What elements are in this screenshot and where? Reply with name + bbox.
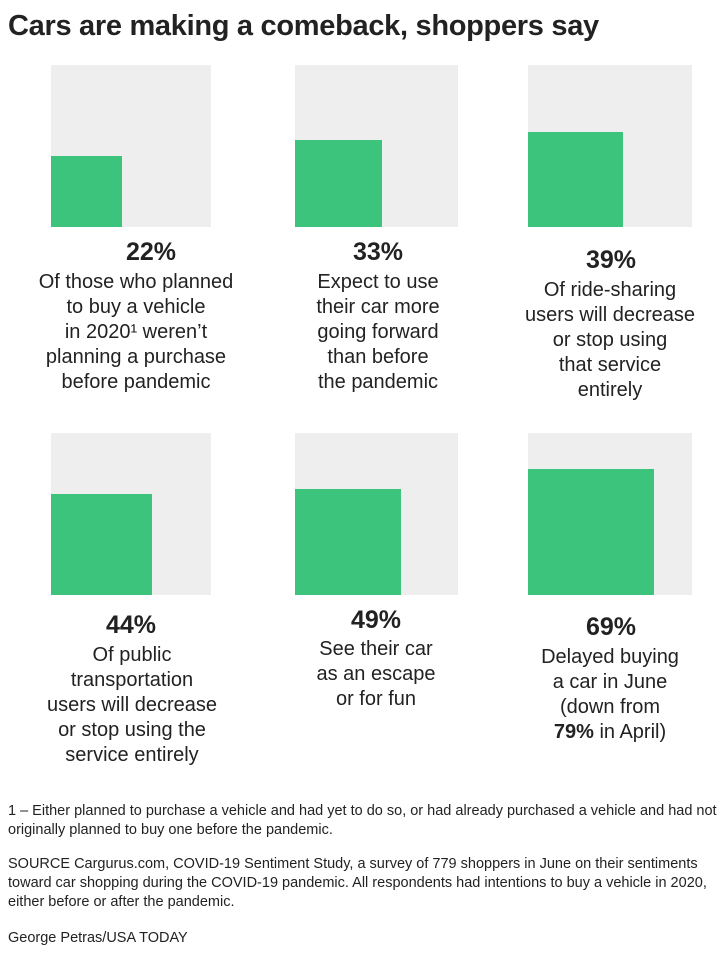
- description: See their car as an escape or for fun: [316, 638, 436, 710]
- value-square: [295, 140, 382, 227]
- chart-title: Cars are making a comeback, shoppers say: [8, 10, 599, 42]
- percent-label: 22%: [125, 238, 177, 266]
- footnote: 1 – Either planned to purchase a vehicle…: [8, 803, 717, 838]
- value-square: [528, 132, 623, 227]
- emphasis-value: 79%: [553, 721, 594, 743]
- percent-label: 49%: [350, 606, 402, 634]
- value-square: [51, 156, 122, 227]
- description: Of those who planned to buy a vehicle in…: [38, 271, 234, 393]
- percent-label: 39%: [585, 246, 637, 274]
- value-square: [51, 494, 152, 595]
- credit: George Petras/USA TODAY: [8, 930, 188, 946]
- description: Delayed buying a car in June (down from …: [541, 646, 679, 743]
- value-square: [295, 489, 401, 595]
- percent-label: 69%: [585, 613, 637, 641]
- value-square: [528, 469, 654, 595]
- description: Expect to use their car more going forwa…: [316, 271, 440, 393]
- description: Of public transportation users will decr…: [46, 644, 218, 766]
- percent-label: 33%: [352, 238, 404, 266]
- source-note: SOURCE Cargurus.com, COVID-19 Sentiment …: [8, 856, 707, 910]
- percent-label: 44%: [105, 611, 157, 639]
- description: Of ride-sharing users will decrease or s…: [524, 279, 696, 401]
